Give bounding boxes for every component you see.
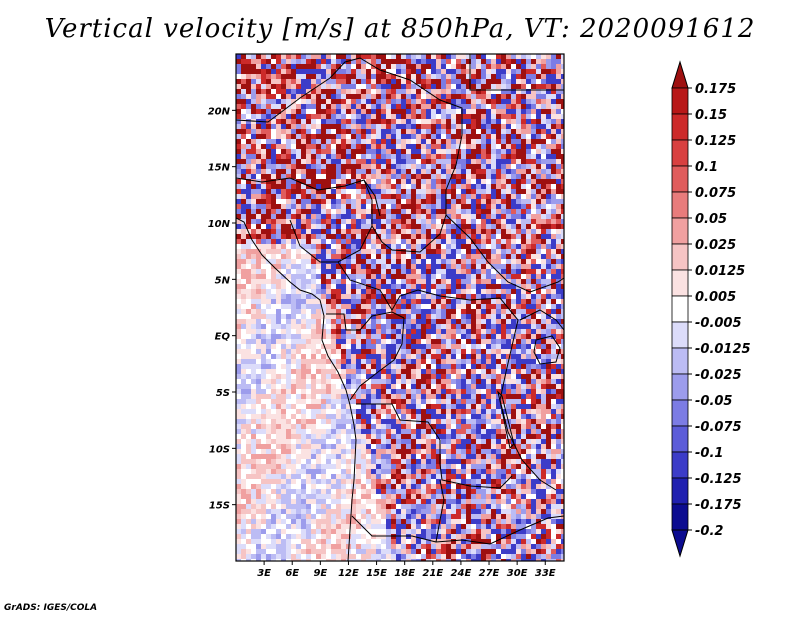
border-angola bbox=[356, 403, 513, 489]
colorbar-segment bbox=[671, 295, 689, 323]
lon-tick-label: 30E bbox=[507, 568, 528, 579]
colorbar: 0.175 0.15 0.125 0.1 0.075 0.05 0.025 0.0125 0.0… bbox=[671, 60, 751, 558]
latitude-axis: 20N 15N 10N 5N EQ 5S 10S 15S bbox=[208, 106, 236, 512]
colorbar-segment bbox=[671, 373, 689, 401]
colorbar-label: 0.125 bbox=[695, 134, 736, 149]
border-lake-chad bbox=[363, 179, 447, 253]
border-cameroon bbox=[337, 261, 501, 311]
colorbar-label: -0.005 bbox=[695, 316, 742, 331]
lon-tick-label: 24E bbox=[451, 568, 472, 579]
colorbar-label: 0.025 bbox=[695, 238, 736, 253]
colorbar-top-arrow bbox=[671, 60, 689, 89]
colorbar-segment bbox=[671, 399, 689, 427]
coastline-west bbox=[236, 217, 357, 561]
colorbar-segment bbox=[671, 139, 689, 167]
lake-tanganyika bbox=[497, 390, 515, 449]
colorbar-label: -0.2 bbox=[695, 524, 723, 539]
lat-tick-label: 20N bbox=[208, 106, 231, 117]
colorbar-segment bbox=[671, 191, 689, 219]
lake-victoria bbox=[533, 335, 561, 365]
lon-tick-label: 33E bbox=[535, 568, 556, 579]
colorbar-label: 0.1 bbox=[695, 160, 718, 175]
border-gabon bbox=[326, 311, 405, 331]
colorbar-segment bbox=[671, 425, 689, 453]
lat-tick-label: 5S bbox=[216, 388, 230, 399]
country-borders bbox=[236, 54, 564, 561]
lon-tick-label: 6E bbox=[285, 568, 299, 579]
lon-tick-label: 21E bbox=[422, 568, 443, 579]
lat-tick-label: 15S bbox=[209, 501, 230, 512]
border-south bbox=[351, 515, 564, 545]
border-east bbox=[469, 54, 564, 91]
border-north-2 bbox=[236, 177, 381, 217]
lon-tick-label: 18E bbox=[394, 568, 415, 579]
colorbar-label: -0.125 bbox=[695, 472, 742, 487]
colorbar-label: -0.025 bbox=[695, 368, 742, 383]
colorbar-label: 0.005 bbox=[695, 290, 736, 305]
lon-tick-label: 3E bbox=[257, 568, 271, 579]
lon-tick-label: 9E bbox=[313, 568, 327, 579]
lat-tick-label: 10N bbox=[208, 219, 231, 230]
longitude-axis: 3E 6E 9E 12E 15E 18E 21E 24E 27E 30E 33E bbox=[257, 561, 556, 579]
lon-tick-label: 27E bbox=[479, 568, 500, 579]
lat-tick-label: 5N bbox=[215, 275, 231, 286]
lon-tick-label: 15E bbox=[366, 568, 387, 579]
colorbar-segment bbox=[671, 87, 689, 115]
colorbar-segment bbox=[671, 165, 689, 193]
colorbar-segment bbox=[671, 451, 689, 479]
colorbar-segment bbox=[671, 243, 689, 271]
colorbar-label: -0.05 bbox=[695, 394, 732, 409]
grads-credit: GrADS: IGES/COLA bbox=[4, 603, 98, 613]
colorbar-label: 0.15 bbox=[695, 108, 727, 123]
colorbar-label: -0.0125 bbox=[695, 342, 751, 357]
border-congo bbox=[349, 317, 405, 401]
lat-tick-label: 10S bbox=[209, 444, 230, 455]
colorbar-segment bbox=[671, 321, 689, 349]
lon-tick-label: 12E bbox=[338, 568, 359, 579]
colorbar-label: -0.175 bbox=[695, 498, 742, 513]
border-nigeria bbox=[289, 219, 373, 263]
map-title: Vertical velocity [m/s] at 850hPa, VT: 2… bbox=[44, 14, 756, 44]
lat-tick-label: 15N bbox=[208, 163, 231, 174]
border-sudan bbox=[445, 214, 564, 293]
border-zambia bbox=[435, 479, 445, 543]
border-north-1 bbox=[236, 57, 463, 215]
colorbar-label: 0.075 bbox=[695, 186, 736, 201]
colorbar-segment bbox=[671, 217, 689, 245]
colorbar-label: -0.075 bbox=[695, 420, 742, 435]
border-tanzania bbox=[519, 309, 564, 331]
lat-tick-label: EQ bbox=[215, 332, 231, 343]
colorbar-label: 0.05 bbox=[695, 212, 727, 227]
colorbar-segment bbox=[671, 347, 689, 375]
colorbar-segment bbox=[671, 113, 689, 141]
colorbar-segment bbox=[671, 503, 689, 531]
colorbar-segment bbox=[671, 269, 689, 297]
colorbar-bottom-arrow bbox=[671, 529, 689, 558]
plot-frame bbox=[235, 53, 565, 562]
colorbar-segment bbox=[671, 477, 689, 505]
colorbar-label: 0.0125 bbox=[695, 264, 745, 279]
colorbar-label: -0.1 bbox=[695, 446, 723, 461]
velocity-field bbox=[236, 54, 564, 561]
colorbar-label: 0.175 bbox=[695, 82, 736, 97]
